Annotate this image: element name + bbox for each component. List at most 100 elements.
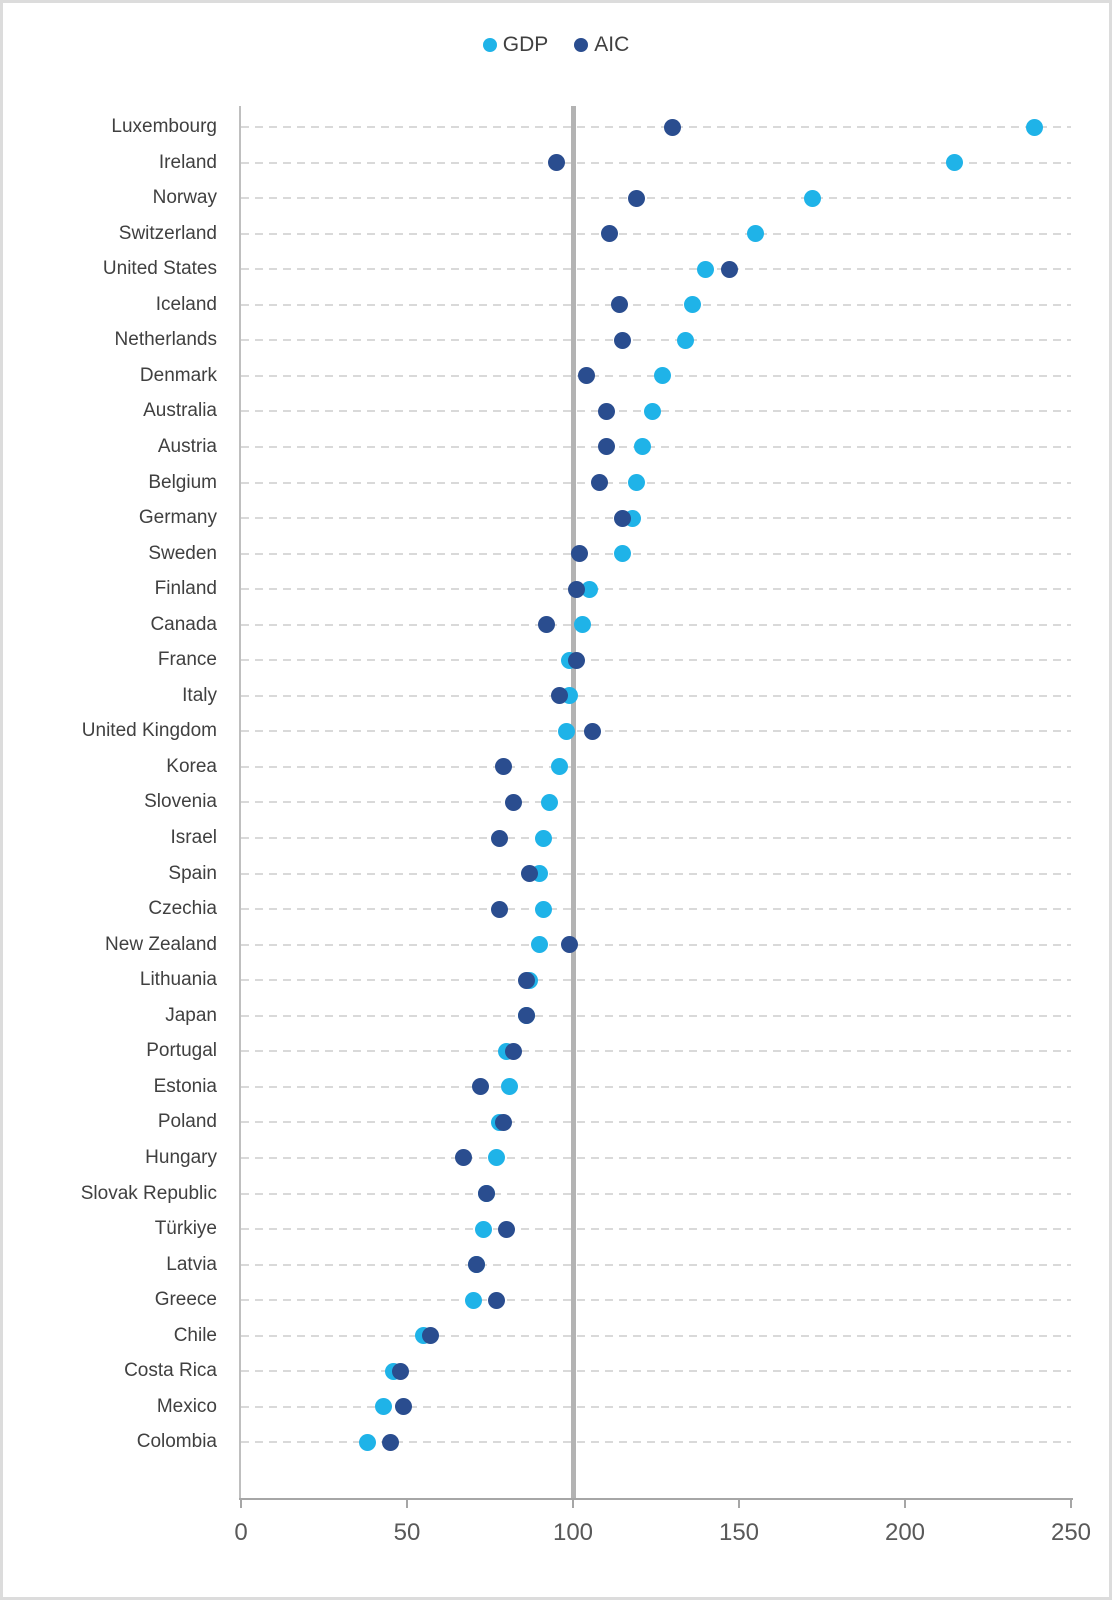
category-label: Slovenia: [144, 791, 217, 813]
x-tick: [240, 1500, 242, 1508]
x-tick: [406, 1500, 408, 1508]
aic-dot: [537, 616, 555, 634]
gridline: [241, 339, 1071, 342]
aic-dot: [547, 154, 565, 172]
aic-dot: [478, 1185, 496, 1202]
gdp-dot: [488, 1149, 506, 1167]
gridline: [241, 161, 1071, 164]
category-label: Belgium: [148, 471, 217, 493]
gridline: [241, 837, 1071, 839]
aic-dot: [471, 1078, 489, 1096]
gdp-dot: [581, 580, 599, 598]
gridline: [241, 303, 1071, 306]
legend-item-gdp: GDP: [482, 33, 549, 57]
reference-line-100: [570, 106, 576, 1500]
gdp-dot: [644, 402, 662, 420]
aic-dot: [597, 438, 615, 456]
aic-dot: [614, 331, 632, 349]
category-label: Ireland: [158, 151, 217, 173]
gdp-dot: [541, 793, 559, 811]
gdp-dot: [358, 1433, 376, 1451]
aic-dot: [597, 402, 615, 420]
aic-dot: [421, 1327, 439, 1345]
aic-dot: [567, 580, 585, 598]
gridline: [241, 1405, 1071, 1408]
gridline: [241, 232, 1071, 235]
gridline: [241, 694, 1071, 697]
category-label: Türkiye: [154, 1218, 217, 1240]
aic-dot: [601, 225, 619, 243]
x-tick-label: 150: [718, 1519, 760, 1546]
gdp-dot: [501, 1078, 519, 1096]
gridline: [241, 1192, 1071, 1195]
gdp-dot: [551, 758, 569, 776]
x-tick-label: 0: [234, 1519, 248, 1546]
gridline: [241, 1014, 1071, 1017]
gdp-dot: [614, 545, 632, 563]
gdp-legend-dot-icon: [482, 38, 497, 52]
aic-dot: [494, 758, 512, 776]
category-label: Austria: [157, 435, 217, 457]
category-label: New Zealand: [105, 933, 217, 955]
aic-legend-dot-icon: [574, 38, 589, 52]
gdp-dot: [634, 438, 652, 456]
category-label: United States: [102, 258, 217, 280]
category-label: Chile: [173, 1324, 217, 1346]
legend-label-gdp: GDP: [502, 33, 549, 56]
gdp-dot: [684, 296, 702, 314]
gridline: [241, 1050, 1071, 1053]
gridline: [241, 765, 1071, 768]
x-axis: [239, 1498, 1073, 1500]
aic-dot: [504, 793, 522, 811]
aic-dot: [381, 1433, 399, 1451]
gdp-dot: [677, 331, 695, 349]
aic-dot: [584, 722, 602, 740]
category-label: Spain: [168, 862, 217, 884]
category-label: Slovak Republic: [80, 1182, 217, 1204]
gridline: [241, 517, 1071, 520]
gridline: [241, 1299, 1071, 1302]
aic-dot: [614, 509, 632, 527]
gridline: [241, 197, 1071, 200]
gridline: [241, 126, 1071, 128]
gdp-dot: [574, 616, 592, 634]
gridline: [241, 979, 1071, 982]
gridline: [241, 552, 1071, 555]
gdp-dot: [1025, 118, 1043, 136]
aic-dot: [491, 829, 509, 847]
gdp-dot: [803, 189, 821, 207]
category-label: Hungary: [145, 1146, 217, 1168]
gridline: [241, 1156, 1071, 1159]
gridline: [241, 908, 1071, 911]
aic-dot: [551, 687, 569, 705]
x-tick: [904, 1500, 906, 1508]
x-tick-label: 250: [1050, 1519, 1092, 1546]
gdp-dot: [534, 829, 552, 847]
aic-dot: [664, 118, 682, 136]
aic-dot: [391, 1362, 409, 1380]
gdp-dot: [474, 1220, 492, 1238]
category-label: Finland: [154, 578, 217, 600]
category-label: Germany: [138, 507, 217, 529]
gridline: [241, 268, 1071, 271]
category-label: Japan: [165, 1004, 217, 1026]
category-label: Portugal: [146, 1040, 217, 1062]
gdp-dot: [531, 936, 549, 954]
category-label: Colombia: [136, 1431, 217, 1453]
gridline: [241, 801, 1071, 804]
category-label: Netherlands: [114, 329, 217, 351]
gdp-dot: [654, 367, 672, 385]
category-label: Lithuania: [139, 969, 217, 991]
aic-dot: [561, 936, 579, 954]
gdp-dot: [375, 1398, 393, 1416]
category-label: Israel: [170, 827, 217, 848]
category-label: Norway: [152, 187, 217, 209]
gridline: [241, 730, 1071, 733]
category-label: Iceland: [155, 293, 217, 315]
x-tick-label: 100: [552, 1519, 594, 1546]
aic-dot: [454, 1149, 472, 1167]
aic-dot: [610, 296, 628, 314]
aic-dot: [577, 367, 595, 385]
gdp-dot: [747, 225, 765, 243]
x-tick: [738, 1500, 740, 1508]
